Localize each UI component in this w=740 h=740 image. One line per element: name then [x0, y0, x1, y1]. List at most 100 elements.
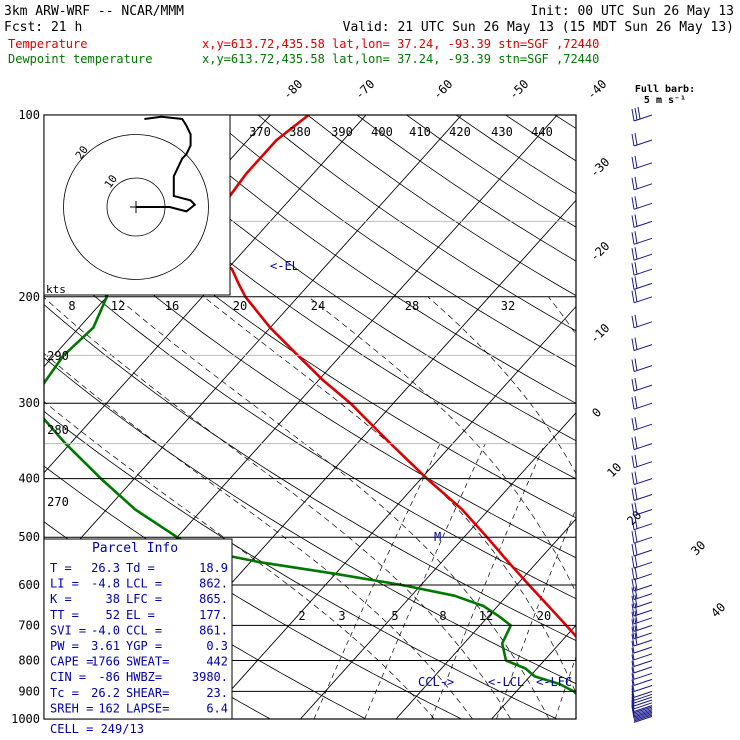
parcel-info-value: 865.: [199, 592, 228, 606]
lfc-annotation: <-LFC: [536, 675, 572, 689]
dry-adiabat: [109, 115, 576, 442]
wind-barb-flag: [631, 595, 635, 608]
header-block: 3km ARW-WRF -- NCAR/MMM Fcst: 21 h Init:…: [4, 4, 734, 106]
legend-dewpoint-info: x,y=613.72,435.58 lat,lon= 37.24, -93.39…: [202, 52, 599, 66]
wind-barb-flag: [631, 437, 635, 450]
dry-adiabat: [44, 251, 576, 600]
mixing-ratio-label: 12: [111, 299, 125, 313]
parcel-info-key: SWEAT=: [126, 655, 169, 669]
wind-barb-flag: [631, 647, 635, 660]
mixing-ratio-label: 16: [165, 299, 179, 313]
wind-barb-flag: [634, 594, 638, 607]
parcel-info-key: K =: [50, 592, 72, 606]
isotherm-line: [204, 306, 576, 719]
isotherm-line: [587, 115, 740, 719]
parcel-info-value: -4.8: [91, 577, 120, 591]
mixing-ratio-label: 8: [68, 299, 75, 313]
wind-barb-flag: [631, 603, 635, 617]
parcel-info-value: 442: [206, 655, 228, 669]
parcel-info-key: LAPSE=: [126, 701, 169, 715]
wind-barb-flag: [634, 487, 638, 500]
wind-barb: [633, 715, 653, 723]
parcel-info-key: SHEAR=: [126, 686, 169, 700]
parcel-info-key: T =: [50, 561, 72, 575]
wind-barb-flag: [634, 378, 638, 391]
mixing-ratio-line: [364, 443, 486, 719]
wind-barb-flag: [634, 132, 638, 146]
mixing-ratio-label: 5: [391, 609, 398, 623]
parcel-info-key: PW =: [50, 639, 79, 653]
wind-barb-flag: [634, 155, 638, 168]
parcel-info-value: 26.3: [91, 561, 120, 575]
mixing-ratio-line: [496, 507, 576, 719]
wind-barb: [633, 705, 653, 712]
wind-barb-flag: [634, 276, 638, 289]
moist-adiabat: [427, 296, 576, 475]
dry-adiabat: [44, 200, 576, 559]
theta-label: 270: [47, 495, 69, 509]
wind-barb-flag: [631, 215, 635, 228]
mixing-ratio-line: [431, 443, 546, 719]
wind-barb-flag: [631, 633, 635, 647]
pressure-label: 900: [18, 684, 40, 698]
wind-barb-flag: [634, 625, 638, 638]
wind-barb-flag: [634, 107, 638, 121]
moist-adiabat: [308, 296, 576, 594]
wind-barb-flag: [631, 418, 635, 431]
parcel-info-cell: CELL = 249/13: [50, 722, 144, 736]
parcel-info-key: Td =: [126, 561, 155, 575]
parcel-info-value: 52: [106, 608, 120, 622]
wind-barb-flag: [634, 632, 638, 646]
wind-barb-flag: [631, 619, 635, 632]
wind-barb: [633, 709, 653, 717]
forecast-hour: Fcst: 21 h: [4, 20, 82, 35]
parcel-info-key: LFC =: [126, 592, 162, 606]
theta-label: 430: [491, 125, 513, 139]
isotherm-line: [491, 624, 576, 719]
barb-title-line1: Full barb:: [635, 84, 695, 95]
wind-barb-flag: [631, 108, 635, 122]
wind-barb-flag: [631, 626, 635, 639]
isotherm-label: -40: [584, 77, 609, 102]
wind-barb-flag: [634, 602, 638, 616]
hodograph-ring-label: 10: [102, 172, 120, 190]
isotherm-label: 40: [708, 600, 728, 620]
isotherm-line: [395, 518, 576, 719]
wind-barb-flag: [634, 530, 638, 543]
wind-barb: [633, 710, 653, 718]
isotherm-label: -60: [430, 77, 455, 102]
lcl-annotation: <-LCL: [488, 675, 524, 689]
theta-label: 280: [47, 423, 69, 437]
parcel-info-key: HWBZ=: [126, 670, 162, 684]
parcel-info-key: TT =: [50, 608, 79, 622]
mixing-ratio-line: [661, 444, 740, 719]
wind-barb: [633, 685, 653, 692]
wind-barb-flag: [634, 337, 638, 350]
isotherm-label: 30: [688, 538, 708, 558]
isotherm-line: [491, 624, 576, 719]
mixing-ratio-label: 20: [537, 609, 551, 623]
dry-adiabat: [554, 115, 576, 129]
parcel-info-key: YGP =: [126, 639, 162, 653]
dry-adiabat: [59, 115, 576, 480]
pressure-label: 500: [18, 530, 40, 544]
theta-label: 290: [47, 349, 69, 363]
wind-barb-flag: [634, 610, 638, 623]
wind-barb-flag: [631, 488, 635, 501]
pressure-label: 700: [18, 618, 40, 632]
wind-barb-flag: [631, 673, 635, 686]
wind-barb-flag: [634, 176, 638, 189]
wind-barb-flag: [634, 577, 638, 591]
hodograph-trace: [136, 115, 197, 213]
el-annotation: <-EL: [270, 259, 299, 273]
wind-barb: [633, 696, 653, 704]
wind-barb-flag: [631, 455, 635, 468]
dry-adiabat: [356, 115, 576, 262]
mixing-ratio-line: [632, 444, 722, 719]
wind-barb-flag: [631, 587, 635, 600]
mixing-ratio-label: 12: [479, 609, 493, 623]
pressure-label: 1000: [11, 712, 40, 726]
wind-barb-flag: [631, 177, 635, 190]
parcel-info-value: 862.: [199, 577, 228, 591]
